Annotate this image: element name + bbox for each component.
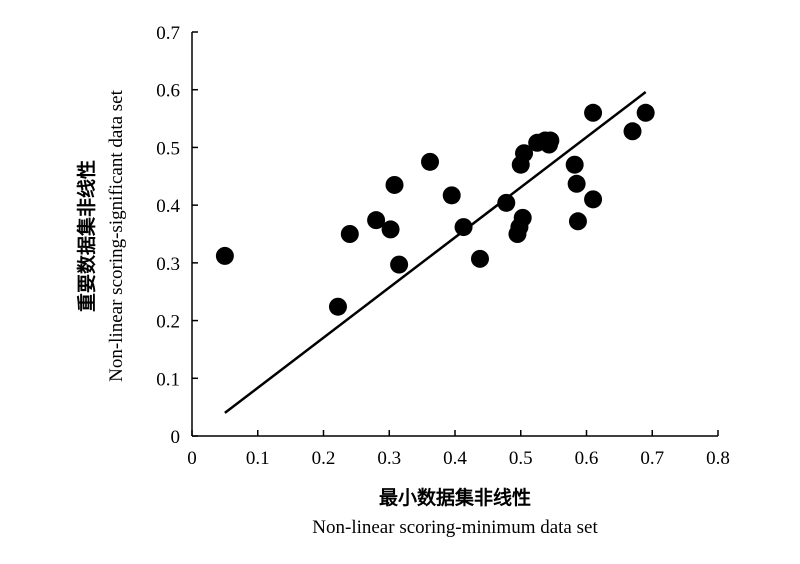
x-tick-label: 0.5 — [509, 448, 533, 469]
data-point — [421, 152, 440, 171]
data-point — [454, 218, 473, 237]
data-point — [497, 193, 516, 212]
data-point — [568, 212, 587, 231]
x-tick-label: 0.3 — [377, 448, 401, 469]
data-point — [541, 131, 560, 150]
data-point — [381, 220, 400, 239]
data-point — [390, 255, 409, 274]
y-axis-title-en: Non-linear scoring-significant data set — [106, 89, 127, 381]
x-ticks: 0 0.1 0.2 0.3 0.4 0.5 0.6 0.7 0.8 — [187, 430, 730, 469]
data-point — [513, 208, 532, 227]
x-axis-title-cn: 最小数据集非线性 — [379, 486, 531, 509]
data-point — [623, 122, 642, 141]
data-point — [385, 175, 404, 194]
data-point — [328, 297, 347, 316]
axes — [191, 32, 718, 437]
x-tick-label: 0.4 — [443, 448, 467, 469]
y-tick-label: 0.2 — [156, 312, 180, 333]
data-point — [584, 190, 603, 209]
y-tick-label: 0.7 — [156, 23, 180, 44]
x-axis-title-en: Non-linear scoring-minimum data set — [312, 517, 598, 538]
x-tick-label: 0.2 — [312, 448, 336, 469]
data-point — [565, 155, 584, 174]
x-tick-label: 0.1 — [246, 448, 270, 469]
data-point — [470, 249, 489, 268]
data-point — [515, 144, 534, 163]
y-tick-label: 0.5 — [156, 138, 180, 159]
data-point — [442, 186, 461, 205]
data-points — [215, 103, 655, 316]
x-tick-label: 0.6 — [575, 448, 599, 469]
y-tick-label: 0 — [171, 427, 181, 448]
y-tick-label: 0.4 — [156, 196, 180, 217]
y-tick-label: 0.3 — [156, 254, 180, 275]
y-tick-label: 0.1 — [156, 369, 180, 390]
x-tick-label: 0.8 — [706, 448, 730, 469]
x-tick-label: 0.7 — [640, 448, 664, 469]
data-point — [215, 246, 234, 265]
data-point — [567, 174, 586, 193]
y-axis-title-cn: 重要数据集非线性 — [75, 160, 98, 312]
x-tick-label: 0 — [187, 448, 197, 469]
data-point — [636, 103, 655, 122]
trend-line — [224, 91, 647, 414]
data-point — [340, 225, 359, 243]
data-point — [584, 103, 603, 122]
data-point — [367, 211, 386, 230]
y-tick-label: 0.6 — [156, 81, 180, 102]
y-ticks: 0 0.1 0.2 0.3 0.4 0.5 0.6 0.7 — [156, 23, 198, 448]
